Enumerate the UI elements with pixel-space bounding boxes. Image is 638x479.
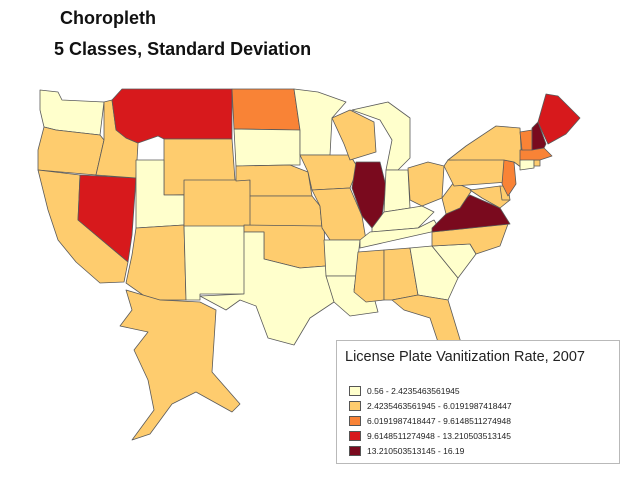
state-mt [111, 88, 233, 144]
legend-label-class-4: 9.6148511274948 - 13.210503513145 [367, 430, 512, 441]
legend-items: 0.56 - 2.4235463561945 2.4235463561945 -… [349, 383, 512, 458]
legend-swatch-class-1 [349, 385, 361, 396]
state-tn [359, 219, 441, 249]
map-legend: License Plate Vanitization Rate, 2007 0.… [336, 340, 620, 464]
state-or [37, 126, 105, 176]
legend-item-class-5: 13.210503513145 - 16.19 [349, 443, 512, 458]
state-tx [199, 231, 335, 346]
legend-swatch-class-4 [349, 430, 361, 441]
legend-label-class-2: 2.4235463561945 - 6.0191987418447 [367, 400, 512, 411]
map-subtitle: 5 Classes, Standard Deviation [54, 39, 312, 59]
state-ga [409, 245, 459, 301]
legend-item-class-4: 9.6148511274948 - 13.210503513145 [349, 428, 512, 443]
state-ak [119, 289, 241, 441]
state-nh [531, 121, 547, 151]
state-ks [249, 195, 323, 229]
legend-item-class-2: 2.4235463561945 - 6.0191987418447 [349, 398, 512, 413]
state-nm [183, 224, 247, 301]
state-in [383, 169, 411, 213]
state-pa [443, 157, 509, 187]
state-md [469, 185, 511, 209]
state-ny [447, 125, 523, 169]
state-sd [233, 128, 301, 167]
legend-label-class-1: 0.56 - 2.4235463561945 [367, 385, 460, 396]
state-co [183, 179, 253, 227]
state-az [125, 224, 187, 301]
legend-label-class-5: 13.210503513145 - 16.19 [367, 445, 465, 456]
state-nd [231, 88, 301, 131]
legend-swatch-class-2 [349, 400, 361, 411]
legend-swatch-class-5 [349, 445, 361, 456]
state-oh [407, 161, 445, 207]
map-title: Choropleth [60, 8, 156, 28]
legend-label-class-3: 6.0191987418447 - 9.6148511274948 [367, 415, 512, 426]
legend-item-class-1: 0.56 - 2.4235463561945 [349, 383, 512, 398]
state-mn [293, 88, 347, 156]
state-vt [519, 129, 533, 151]
state-ms [353, 249, 385, 303]
legend-title: License Plate Vanitization Rate, 2007 [345, 349, 585, 365]
state-wv [441, 181, 473, 215]
state-ri [533, 159, 541, 167]
state-ar [323, 239, 361, 277]
state-me [537, 93, 581, 145]
state-wi [331, 109, 377, 161]
legend-item-class-3: 6.0191987418447 - 9.6148511274948 [349, 413, 512, 428]
legend-swatch-class-3 [349, 415, 361, 426]
